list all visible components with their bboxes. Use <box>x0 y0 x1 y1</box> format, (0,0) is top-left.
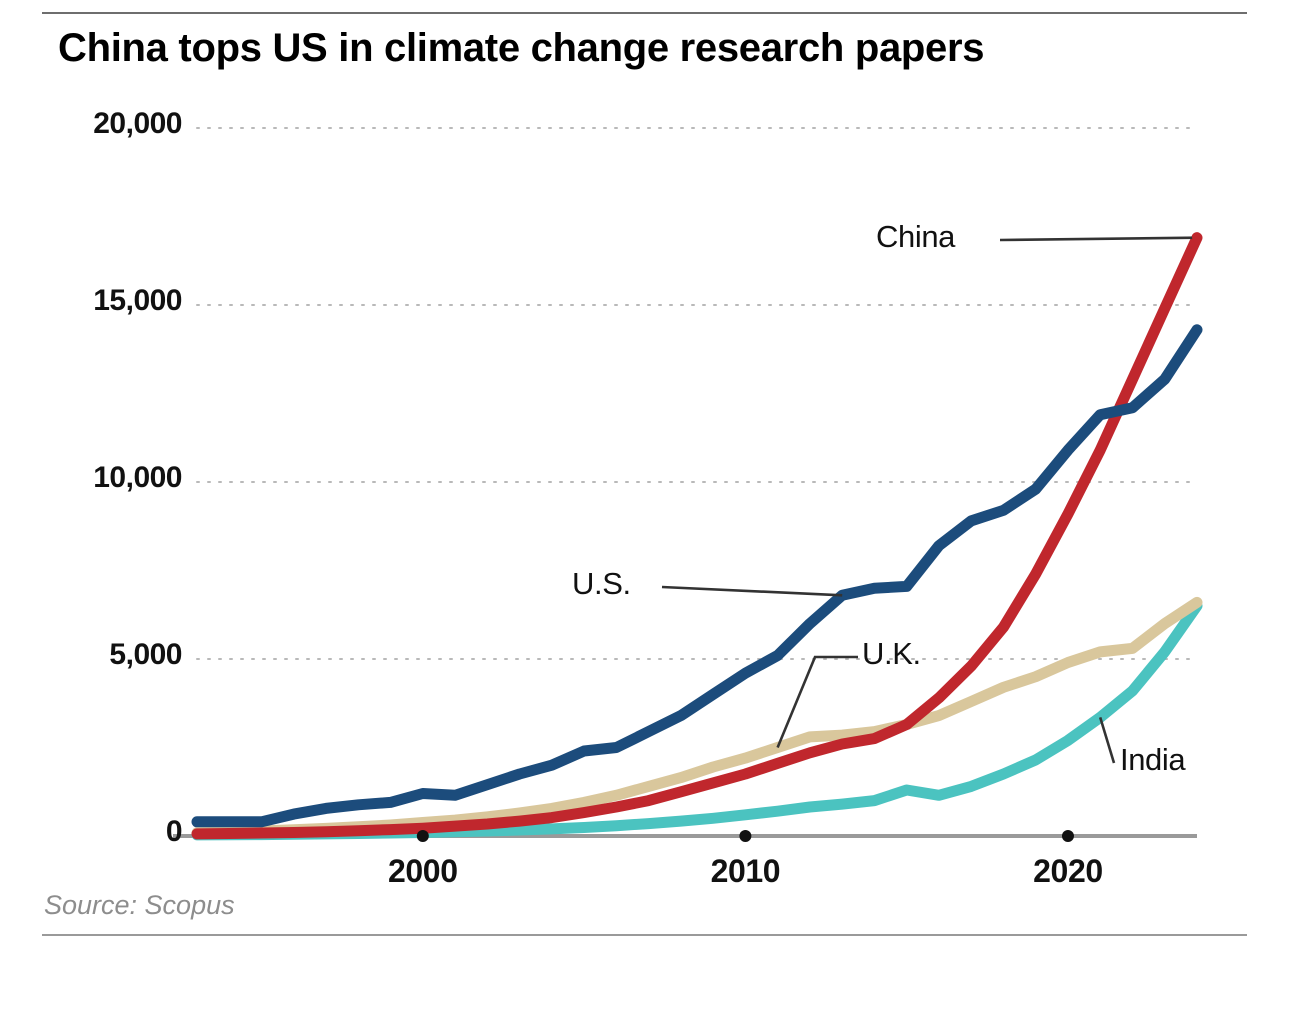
gridlines <box>196 127 1198 660</box>
annotation-leader-lines <box>661 232 1202 764</box>
top-divider <box>42 12 1247 14</box>
y-axis-tick-label: 15,000 <box>93 284 182 317</box>
y-axis-tick-label: 20,000 <box>93 107 182 140</box>
bottom-divider <box>42 934 1247 936</box>
series-label-india: India <box>1120 742 1186 777</box>
y-axis-tick-label: 10,000 <box>93 461 182 494</box>
x-axis-tick-label: 2020 <box>1033 853 1103 889</box>
source-attribution: Source: Scopus <box>44 890 235 920</box>
x-axis-tick-label: 2000 <box>388 853 458 889</box>
series-label-uk: U.K. <box>862 636 921 671</box>
y-axis-tick-label: 0 <box>165 815 183 848</box>
series-label-china: China <box>876 219 955 254</box>
page-title: China tops US in climate change research… <box>58 26 985 70</box>
y-axis-tick-label: 5,000 <box>109 638 182 671</box>
x-axis-tick-label: 2010 <box>710 853 781 889</box>
x-tick-marks <box>416 830 1074 842</box>
series-lines <box>191 232 1203 841</box>
series-label-us: U.S. <box>572 566 631 601</box>
